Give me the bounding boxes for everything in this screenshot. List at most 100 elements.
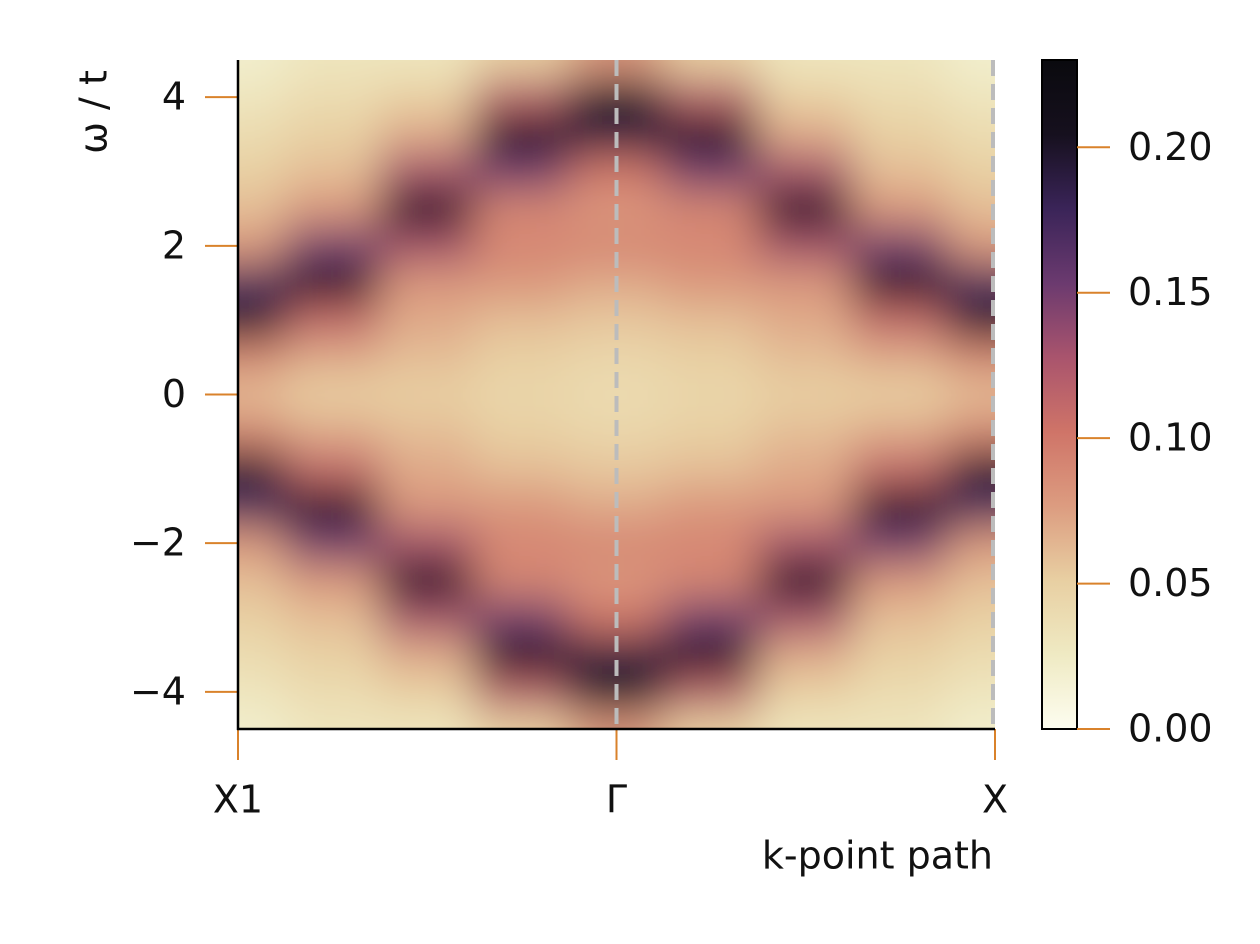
colorbar-tick-label: 0.20 — [1128, 125, 1213, 169]
heat-cell — [474, 486, 570, 526]
heat-cell — [379, 152, 476, 191]
heat-cell — [474, 78, 570, 117]
heat-cell — [238, 189, 286, 228]
x-tick-label: Γ — [606, 778, 627, 822]
heat-cell — [238, 486, 286, 526]
heat-cell — [474, 301, 570, 340]
heat-cell — [757, 115, 854, 154]
heat-cell — [474, 152, 570, 191]
heat-cell — [947, 226, 995, 265]
colorbar — [1041, 59, 1078, 730]
heat-cell — [757, 78, 854, 117]
heat-cell — [379, 115, 476, 154]
heat-cell — [474, 412, 570, 451]
heat-cell — [284, 524, 381, 563]
heat-cell — [663, 561, 759, 600]
heat-cell — [474, 60, 570, 80]
heat-cell — [757, 635, 854, 674]
heat-cell — [947, 524, 995, 563]
heat-cell — [663, 412, 759, 451]
heat-cell — [474, 709, 570, 729]
heat-cell — [947, 375, 995, 414]
heat-cell — [474, 375, 570, 414]
heat-cell — [284, 152, 381, 191]
heat-cell — [238, 263, 286, 303]
heat-cell — [947, 635, 995, 674]
x-tick-label: X — [982, 778, 1008, 822]
heat-cell — [852, 672, 949, 711]
y-tick-label: 4 — [162, 75, 186, 119]
heat-cell — [238, 338, 286, 377]
colorbar-tick-label: 0.05 — [1128, 561, 1213, 605]
heat-cell — [663, 635, 759, 674]
heat-cell — [284, 598, 381, 637]
heat-cell — [663, 152, 759, 191]
x-axis-label: k-point path — [762, 834, 993, 878]
heat-cell — [852, 598, 949, 637]
heat-cell — [284, 115, 381, 154]
heat-cell — [757, 598, 854, 637]
heat-cell — [947, 263, 995, 303]
heat-cell — [663, 189, 759, 228]
heat-cell — [379, 78, 476, 117]
heat-cell — [238, 226, 286, 265]
heat-cell — [663, 672, 759, 711]
heat-cell — [379, 301, 476, 340]
heat-cell — [238, 672, 286, 711]
heat-cell — [852, 338, 949, 377]
heat-cell — [947, 338, 995, 377]
heat-cell — [947, 60, 995, 80]
heat-cell — [474, 226, 570, 265]
heat-cell — [238, 412, 286, 451]
heat-cell — [663, 78, 759, 117]
heat-cell — [757, 561, 854, 600]
heat-cell — [947, 78, 995, 117]
heat-cell — [379, 226, 476, 265]
y-tick-label: −2 — [130, 521, 186, 565]
heat-cell — [947, 115, 995, 154]
heat-cell — [663, 60, 759, 80]
heat-cell — [379, 412, 476, 451]
heat-cell — [238, 524, 286, 563]
heat-cell — [852, 60, 949, 80]
heat-cell — [238, 598, 286, 637]
heat-cell — [284, 78, 381, 117]
heat-cell — [284, 561, 381, 600]
heat-cell — [284, 412, 381, 451]
heat-cell — [947, 412, 995, 451]
heat-cell — [474, 672, 570, 711]
heat-cell — [757, 263, 854, 303]
heat-cell — [379, 486, 476, 526]
heat-cell — [379, 60, 476, 80]
heat-cell — [284, 486, 381, 526]
heat-cell — [852, 78, 949, 117]
heat-cell — [238, 60, 286, 80]
heat-cell — [947, 449, 995, 488]
heat-cell — [757, 152, 854, 191]
heat-cell — [474, 598, 570, 637]
heat-cell — [284, 301, 381, 340]
colorbar-tick-label: 0.10 — [1128, 416, 1213, 460]
heat-cell — [757, 301, 854, 340]
heat-cell — [663, 524, 759, 563]
heat-cell — [947, 152, 995, 191]
heat-cell — [238, 709, 286, 729]
heat-cell — [474, 189, 570, 228]
heat-cell — [284, 375, 381, 414]
heat-cell — [663, 226, 759, 265]
heat-cell — [379, 709, 476, 729]
heat-cell — [757, 226, 854, 265]
heat-cell — [852, 561, 949, 600]
heat-cell — [852, 524, 949, 563]
heat-cell — [663, 486, 759, 526]
heat-cell — [238, 152, 286, 191]
heat-cell — [238, 115, 286, 154]
heat-cell — [379, 561, 476, 600]
heat-cell — [757, 672, 854, 711]
heat-cell — [852, 635, 949, 674]
heat-cell — [852, 375, 949, 414]
heat-cell — [379, 189, 476, 228]
heat-cell — [852, 449, 949, 488]
heat-cell — [474, 263, 570, 303]
heat-cell — [947, 301, 995, 340]
